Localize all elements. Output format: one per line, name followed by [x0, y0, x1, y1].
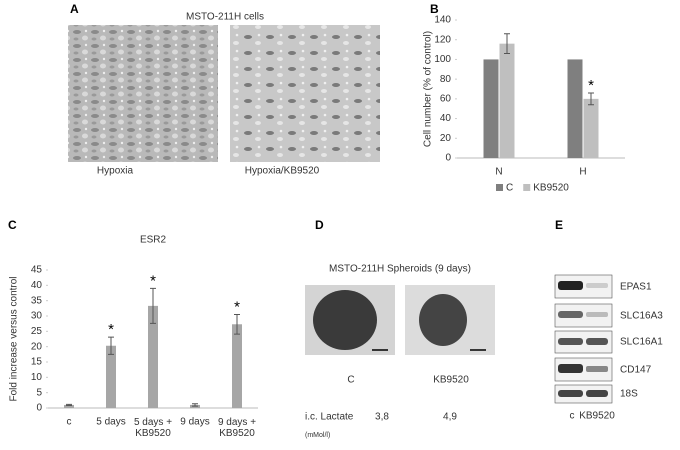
error-bar: [108, 336, 114, 355]
gene-label: CD147: [620, 365, 652, 376]
y-tick-label: 20: [31, 341, 43, 352]
micrograph: [230, 25, 380, 162]
panel-title: MSTO-211H cells: [186, 12, 264, 23]
row-label: i.c. Lactate: [305, 412, 354, 423]
legend-label: C: [506, 183, 513, 194]
error-bar: [192, 403, 198, 407]
y-tick-label: 30: [31, 311, 43, 322]
caption: Hypoxia/KB9520: [245, 166, 320, 177]
error-bar: [504, 33, 510, 55]
panel-letter: A: [70, 2, 79, 16]
bar: [148, 305, 158, 408]
lane-label: KB9520: [579, 411, 615, 422]
error-bar: [150, 287, 156, 324]
spheroid: [419, 294, 467, 346]
row-unit: (mMol/l): [305, 432, 330, 439]
x-tick-label: 9 days + KB9520: [218, 417, 256, 439]
panel-letter: E: [555, 218, 563, 232]
y-tick-label: 40: [440, 113, 452, 124]
x-tick-label: 5 days: [96, 417, 125, 428]
gene-label: EPAS1: [620, 282, 652, 293]
lane-label: c: [570, 411, 575, 422]
gene-label: 18S: [620, 389, 638, 400]
y-tick-label: 140: [434, 15, 451, 26]
y-tick-label: 120: [434, 34, 451, 45]
y-tick-label: 35: [31, 295, 43, 306]
bar: [583, 98, 599, 158]
y-tick-label: 20: [440, 133, 452, 144]
x-tick-label: c: [67, 417, 72, 428]
bar: [567, 59, 583, 158]
error-bar: [66, 403, 72, 407]
y-tick-label: 60: [440, 93, 452, 104]
significance-mark: *: [108, 321, 114, 338]
x-tick-label: 9 days: [180, 417, 209, 428]
bar: [106, 345, 116, 408]
bar: [64, 404, 74, 408]
caption: Hypoxia: [97, 166, 134, 177]
significance-mark: *: [234, 298, 240, 315]
significance-mark: *: [150, 272, 156, 289]
x-tick-label: N: [495, 167, 502, 178]
y-axis-label: Cell number (% of control): [423, 31, 434, 147]
legend-swatch: [523, 184, 531, 191]
spheroid: [313, 290, 377, 350]
legend-swatch: [496, 184, 503, 191]
error-bar: [234, 313, 240, 335]
y-tick-label: 15: [31, 357, 43, 368]
blot: [554, 274, 613, 404]
y-tick-label: 80: [440, 74, 452, 85]
panel-letter: B: [430, 2, 439, 16]
row-value: 4,9: [443, 412, 457, 423]
y-tick-label: 100: [434, 54, 451, 65]
x-tick-label: H: [579, 167, 586, 178]
gene-label: SLC16A1: [620, 337, 663, 348]
gene-label: SLC16A3: [620, 311, 663, 322]
y-tick-label: 0: [36, 403, 42, 414]
error-bar: [588, 92, 594, 106]
row-value: 3,8: [375, 412, 389, 423]
bar: [483, 59, 499, 158]
caption: KB9520: [433, 375, 469, 386]
panel-letter: D: [315, 218, 324, 232]
bar: [499, 43, 515, 158]
panel-title: MSTO-211H Spheroids (9 days): [329, 264, 471, 275]
y-tick-label: 45: [31, 265, 43, 276]
legend-label: KB9520: [533, 183, 569, 194]
y-tick-label: 40: [31, 280, 43, 291]
caption: C: [347, 375, 354, 386]
x-tick-label: 5 days + KB9520: [134, 417, 172, 439]
bar: [232, 324, 242, 408]
significance-mark: *: [588, 77, 594, 94]
y-axis-label: Fold increase versus control: [9, 276, 20, 401]
panel-letter: C: [8, 218, 17, 232]
y-tick-label: 5: [36, 387, 42, 398]
y-tick-label: 10: [31, 372, 43, 383]
micrograph: [68, 25, 218, 162]
y-tick-label: 25: [31, 326, 43, 337]
chart-title: ESR2: [140, 235, 167, 246]
y-tick-label: 0: [445, 153, 451, 164]
